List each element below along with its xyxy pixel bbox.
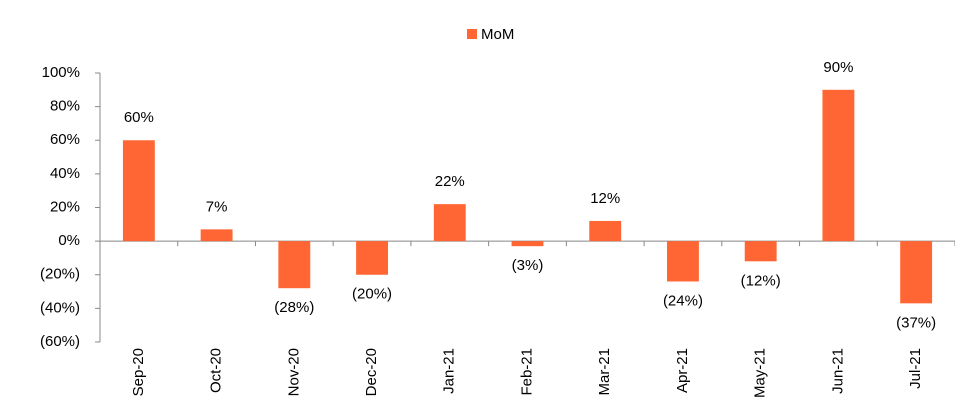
bar bbox=[433, 204, 466, 242]
y-tick-label: (40%) bbox=[40, 299, 80, 316]
bar bbox=[200, 229, 233, 242]
x-tick-label: Feb-21 bbox=[518, 348, 535, 396]
value-label: (3%) bbox=[512, 257, 544, 274]
x-tick-label: Sep-20 bbox=[130, 348, 147, 396]
value-label: (24%) bbox=[663, 292, 703, 309]
value-label: 7% bbox=[206, 198, 228, 215]
value-label: 60% bbox=[124, 109, 154, 126]
bar bbox=[822, 89, 855, 242]
bar bbox=[667, 241, 699, 282]
x-tick-label: Dec-20 bbox=[363, 348, 380, 396]
x-tick-label: Mar-21 bbox=[596, 348, 613, 396]
bar bbox=[744, 241, 777, 262]
y-tick-label: 100% bbox=[42, 64, 80, 81]
value-label: 90% bbox=[823, 59, 853, 76]
bar bbox=[900, 241, 933, 304]
value-label: (12%) bbox=[741, 272, 781, 289]
bar bbox=[356, 241, 388, 275]
y-tick-label: 40% bbox=[50, 165, 80, 182]
bar bbox=[589, 220, 622, 242]
x-tick-label: May-21 bbox=[752, 348, 769, 398]
y-tick-label: 20% bbox=[50, 198, 80, 215]
y-tick-label: 0% bbox=[58, 232, 80, 249]
legend-swatch bbox=[467, 29, 477, 39]
value-label: (37%) bbox=[896, 314, 936, 331]
y-tick-label: 60% bbox=[50, 131, 80, 148]
x-tick-label: Jan-21 bbox=[441, 348, 458, 394]
bar bbox=[278, 241, 311, 289]
y-tick-label: 80% bbox=[50, 98, 80, 115]
x-tick-label: Nov-20 bbox=[285, 348, 302, 396]
x-tick-label: Apr-21 bbox=[674, 348, 691, 393]
x-tick-label: Jul-21 bbox=[907, 348, 924, 389]
legend-label: MoM bbox=[481, 26, 514, 43]
value-label: 12% bbox=[590, 190, 620, 207]
bar bbox=[122, 140, 155, 242]
x-tick-label: Jun-21 bbox=[829, 348, 846, 394]
x-tick-label: Oct-20 bbox=[208, 348, 225, 393]
bar bbox=[511, 241, 544, 247]
value-label: (28%) bbox=[274, 299, 314, 316]
y-tick-label: (20%) bbox=[40, 266, 80, 283]
value-label: 22% bbox=[435, 173, 465, 190]
y-tick-label: (60%) bbox=[40, 333, 80, 350]
value-label: (20%) bbox=[352, 286, 392, 303]
